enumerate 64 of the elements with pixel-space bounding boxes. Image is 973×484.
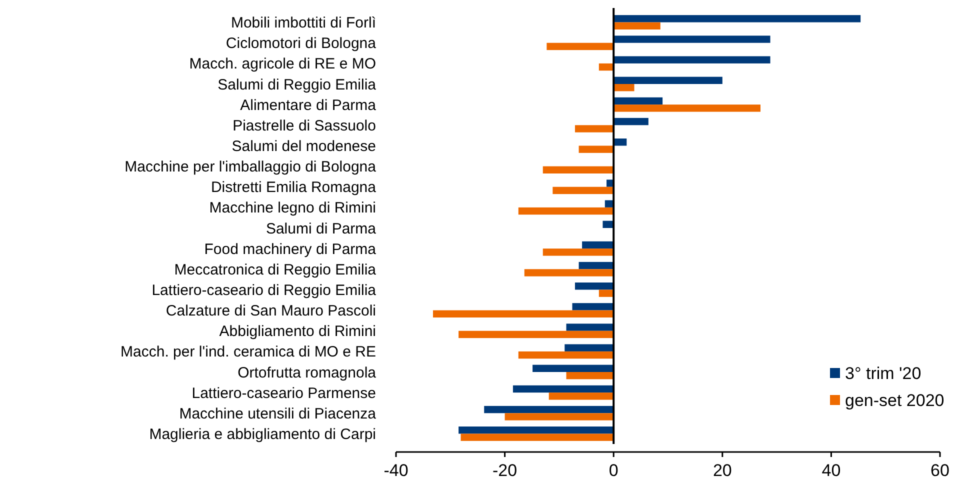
bar (504, 413, 614, 420)
y-tick-label: Macch. agricole di RE e MO (189, 56, 376, 73)
x-tick-label: -40 (384, 461, 408, 480)
bar (578, 146, 614, 153)
y-tick-label: Salumi del modenese (232, 138, 376, 155)
y-tick-label: Ciclomotori di Bologna (226, 35, 377, 52)
bar (518, 207, 614, 215)
bar (572, 303, 614, 310)
bar (458, 426, 614, 434)
x-tick-label: 0 (608, 461, 618, 480)
bar (614, 118, 648, 126)
bar (598, 290, 614, 297)
bar (566, 324, 614, 331)
bar (542, 166, 614, 174)
bar (546, 42, 614, 50)
bar (542, 248, 614, 256)
y-tick-label: Piastrelle di Sassuolo (232, 117, 376, 134)
y-tick-label: Mobili imbottiti di Forlì (230, 14, 376, 32)
bar (484, 406, 614, 414)
x-tick-label: -20 (492, 461, 518, 480)
bar (460, 434, 614, 441)
bar (566, 372, 614, 380)
bar (512, 385, 614, 393)
x-tick-label: 40 (822, 461, 841, 480)
bar (518, 351, 614, 359)
bar (614, 36, 770, 43)
bar (614, 56, 770, 64)
bar (614, 76, 722, 84)
bar (578, 262, 614, 270)
x-tick-label: 20 (712, 461, 732, 480)
y-tick-label: Macch. per l'ind. ceramica di MO e RE (120, 344, 376, 361)
bar (614, 104, 760, 112)
bar (614, 97, 663, 105)
y-tick-label: Macchine legno di Rimini (209, 200, 376, 217)
bar (614, 84, 634, 92)
x-tick-label: 60 (930, 461, 950, 480)
bar (574, 125, 614, 132)
y-tick-label: Calzature di San Mauro Pascoli (166, 302, 376, 320)
bar (458, 330, 614, 338)
y-tick-label: Meccatronica di Reggio Emilia (174, 261, 377, 278)
bar (614, 15, 861, 22)
y-tick-label: Salumi di Reggio Emilia (218, 76, 377, 94)
y-tick-label: Distretti Emilia Romagna (210, 179, 377, 196)
bar (524, 269, 614, 276)
bar (574, 282, 614, 290)
y-tick-label: Food machinery di Parma (204, 240, 377, 258)
bar (548, 392, 614, 400)
y-tick-label: Ortofrutta romagnola (238, 364, 377, 382)
y-tick-label: Maglieria e abbigliamento di Carpi (149, 426, 376, 443)
y-tick-label: Lattiero-caseario Parmense (192, 384, 376, 402)
y-tick-label: Abbigliamento di Rimini (219, 323, 376, 340)
legend-label: gen-set 2020 (845, 390, 944, 410)
bar (432, 310, 614, 318)
y-tick-label: Alimentare di Parma (240, 96, 377, 114)
y-tick-label: Lattiero-caseario di Reggio Emilia (152, 282, 377, 299)
legend-label: 3° trim '20 (845, 364, 922, 383)
bar (564, 344, 614, 352)
bar (552, 186, 614, 194)
y-tick-label: Macchine utensili di Piacenza (179, 405, 377, 422)
bar (614, 22, 660, 30)
y-tick-label: Salumi di Parma (266, 220, 377, 238)
y-tick-label: Macchine per l'imballaggio di Bologna (124, 158, 377, 176)
bar (532, 364, 614, 372)
bar (582, 241, 614, 249)
